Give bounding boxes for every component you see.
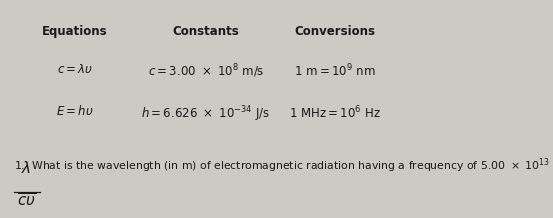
Text: $\lambda$: $\lambda$ — [21, 160, 32, 176]
Text: $E = h\upsilon$: $E = h\upsilon$ — [56, 104, 93, 118]
Text: $\overline{c\upsilon}$: $\overline{c\upsilon}$ — [17, 193, 36, 210]
Text: 1.  What is the wavelength (in m) of electromagnetic radiation having a frequenc: 1. What is the wavelength (in m) of elec… — [14, 156, 553, 175]
Text: $1\ \mathrm{m} = 10^{9}\ \mathrm{nm}$: $1\ \mathrm{m} = 10^{9}\ \mathrm{nm}$ — [294, 63, 375, 79]
Text: $c = 3.00\ \times\ 10^{8}\ \mathrm{m/s}$: $c = 3.00\ \times\ 10^{8}\ \mathrm{m/s}$ — [148, 63, 264, 80]
Text: Conversions: Conversions — [294, 25, 375, 38]
Text: Constants: Constants — [173, 25, 239, 38]
Text: $c = \lambda\upsilon$: $c = \lambda\upsilon$ — [56, 63, 93, 76]
Text: $h = 6.626\ \times\ 10^{-34}\ \mathrm{J/s}$: $h = 6.626\ \times\ 10^{-34}\ \mathrm{J/… — [141, 104, 270, 124]
Text: Equations: Equations — [42, 25, 107, 38]
Text: $1\ \mathrm{MHz} = 10^{6}\ \mathrm{Hz}$: $1\ \mathrm{MHz} = 10^{6}\ \mathrm{Hz}$ — [289, 104, 381, 121]
